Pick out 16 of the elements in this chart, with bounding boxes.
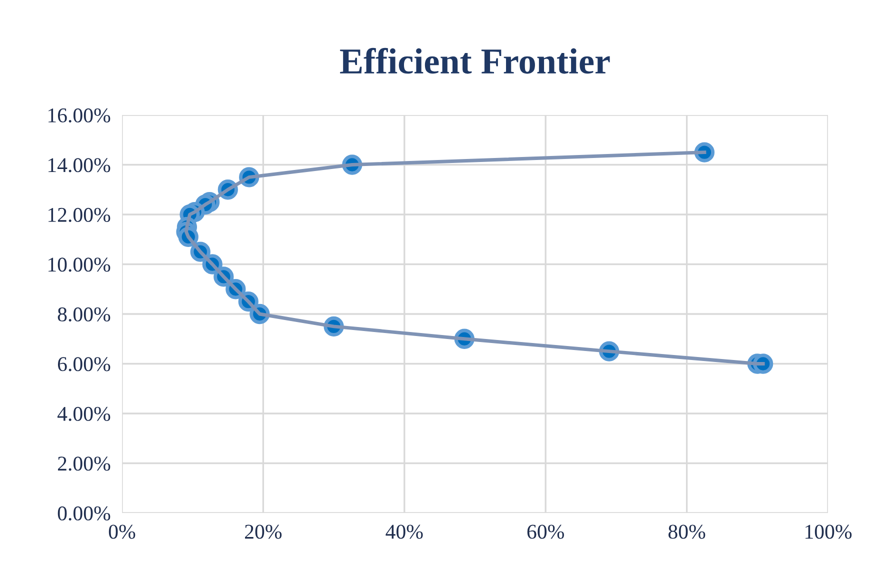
y-tick-label: 8.00%	[58, 307, 110, 322]
chart-title: Efficient Frontier	[340, 48, 610, 74]
x-tick-label: 20%	[245, 524, 282, 539]
x-tick-label: 100%	[806, 524, 852, 539]
y-tick-label: 16.00%	[48, 108, 110, 123]
y-tick-label: 2.00%	[58, 456, 110, 471]
y-tick-label: 0.00%	[58, 506, 110, 521]
y-tick-label: 4.00%	[57, 406, 110, 422]
y-tick-label: 14.00%	[48, 158, 110, 172]
x-tick-label: 80%	[668, 524, 706, 539]
y-tick-label: 6.00%	[58, 357, 110, 372]
y-tick-label: 12.00%	[48, 208, 110, 222]
x-tick-label: 0%	[108, 524, 136, 539]
y-tick-label: 10.00%	[48, 258, 110, 272]
x-tick-label: 40%	[386, 524, 423, 539]
x-tick-label: 60%	[527, 524, 564, 539]
